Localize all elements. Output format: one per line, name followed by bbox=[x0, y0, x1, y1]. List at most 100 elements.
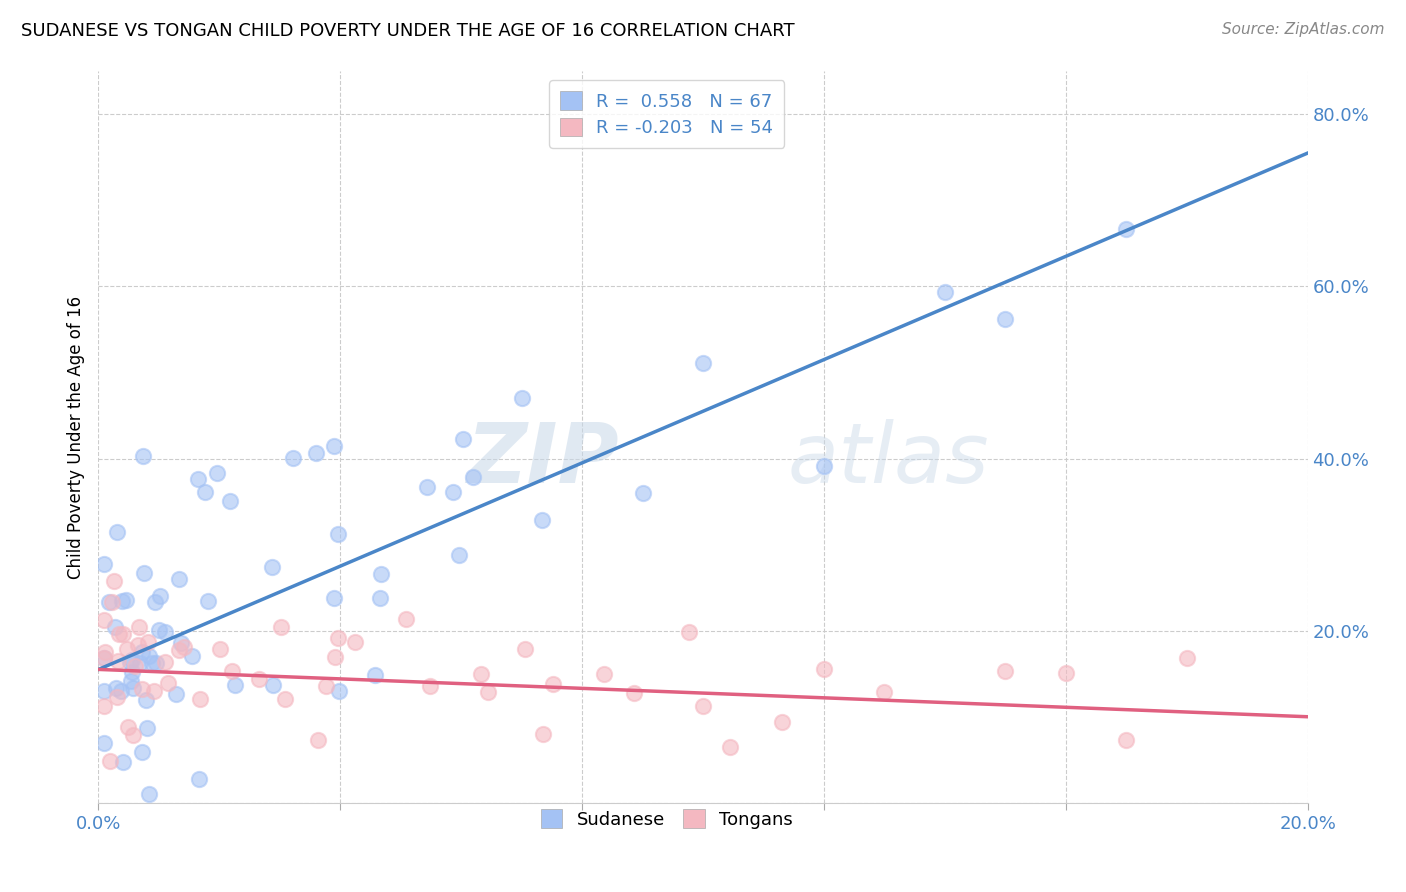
Point bbox=[515, 642, 537, 657]
Point bbox=[170, 636, 193, 650]
Point bbox=[93, 650, 115, 665]
Point bbox=[395, 612, 418, 626]
Point bbox=[1115, 732, 1137, 747]
Point bbox=[165, 687, 187, 701]
Point bbox=[477, 684, 499, 698]
Point bbox=[1175, 651, 1198, 665]
Text: Source: ZipAtlas.com: Source: ZipAtlas.com bbox=[1222, 22, 1385, 37]
Text: SUDANESE VS TONGAN CHILD POVERTY UNDER THE AGE OF 16 CORRELATION CHART: SUDANESE VS TONGAN CHILD POVERTY UNDER T… bbox=[21, 22, 794, 40]
Point bbox=[873, 684, 896, 698]
Point bbox=[105, 690, 128, 704]
Point bbox=[143, 595, 166, 609]
Point bbox=[131, 682, 153, 697]
Point bbox=[470, 667, 492, 681]
Point bbox=[136, 721, 159, 735]
Text: ZIP: ZIP bbox=[465, 418, 619, 500]
Point bbox=[631, 486, 654, 500]
Point bbox=[692, 355, 714, 369]
Point bbox=[111, 594, 134, 608]
Point bbox=[531, 726, 554, 740]
Point bbox=[305, 446, 328, 460]
Point bbox=[322, 591, 344, 606]
Point bbox=[453, 432, 475, 446]
Point bbox=[593, 667, 616, 681]
Point bbox=[274, 692, 297, 706]
Point bbox=[100, 595, 122, 609]
Point bbox=[328, 683, 350, 698]
Point bbox=[370, 566, 392, 581]
Point bbox=[718, 739, 741, 754]
Point bbox=[307, 733, 329, 747]
Point bbox=[121, 653, 143, 667]
Point bbox=[127, 638, 149, 652]
Point bbox=[262, 678, 284, 692]
Point bbox=[153, 655, 176, 669]
Point bbox=[107, 524, 129, 539]
Point bbox=[368, 591, 391, 606]
Point bbox=[813, 662, 835, 676]
Point bbox=[187, 472, 209, 486]
Point bbox=[136, 635, 159, 649]
Point bbox=[678, 624, 700, 639]
Point bbox=[128, 620, 150, 634]
Point bbox=[93, 557, 115, 571]
Point bbox=[138, 648, 160, 663]
Point bbox=[510, 391, 533, 405]
Point bbox=[134, 566, 156, 580]
Point bbox=[138, 787, 160, 801]
Point bbox=[115, 642, 138, 657]
Point bbox=[117, 720, 139, 734]
Point bbox=[1115, 221, 1137, 235]
Point bbox=[364, 667, 387, 681]
Point bbox=[249, 673, 271, 687]
Point bbox=[262, 559, 284, 574]
Point bbox=[323, 650, 346, 665]
Point bbox=[118, 656, 141, 670]
Point bbox=[169, 643, 191, 657]
Point bbox=[323, 439, 346, 453]
Point bbox=[134, 693, 156, 707]
Point bbox=[94, 645, 117, 659]
Point bbox=[132, 449, 155, 463]
Point bbox=[270, 620, 292, 634]
Text: atlas: atlas bbox=[787, 418, 990, 500]
Point bbox=[110, 684, 132, 698]
Point bbox=[188, 692, 211, 706]
Point bbox=[541, 677, 564, 691]
Point bbox=[145, 656, 167, 670]
Point bbox=[449, 548, 471, 562]
Point bbox=[281, 450, 304, 465]
Point bbox=[197, 594, 219, 608]
Point bbox=[148, 623, 170, 637]
Point bbox=[326, 526, 349, 541]
Point bbox=[461, 470, 484, 484]
Point bbox=[104, 619, 127, 633]
Point bbox=[994, 664, 1017, 678]
Point bbox=[219, 494, 242, 508]
Legend: Sudanese, Tongans: Sudanese, Tongans bbox=[531, 800, 801, 838]
Point bbox=[692, 698, 714, 713]
Point bbox=[194, 485, 217, 500]
Point bbox=[149, 589, 172, 603]
Point bbox=[121, 665, 143, 679]
Point bbox=[994, 312, 1017, 326]
Point bbox=[104, 681, 127, 695]
Point bbox=[419, 679, 441, 693]
Point bbox=[107, 654, 129, 668]
Point bbox=[443, 485, 465, 500]
Point bbox=[156, 676, 179, 690]
Point bbox=[188, 772, 211, 787]
Point bbox=[93, 736, 115, 750]
Point bbox=[131, 645, 153, 659]
Point bbox=[93, 684, 115, 698]
Point bbox=[167, 572, 190, 586]
Point bbox=[103, 574, 125, 588]
Point bbox=[93, 651, 115, 665]
Y-axis label: Child Poverty Under the Age of 16: Child Poverty Under the Age of 16 bbox=[66, 295, 84, 579]
Point bbox=[813, 458, 835, 473]
Point bbox=[180, 649, 202, 664]
Point bbox=[93, 699, 115, 714]
Point bbox=[93, 613, 115, 627]
Point bbox=[315, 679, 337, 693]
Point bbox=[208, 642, 231, 657]
